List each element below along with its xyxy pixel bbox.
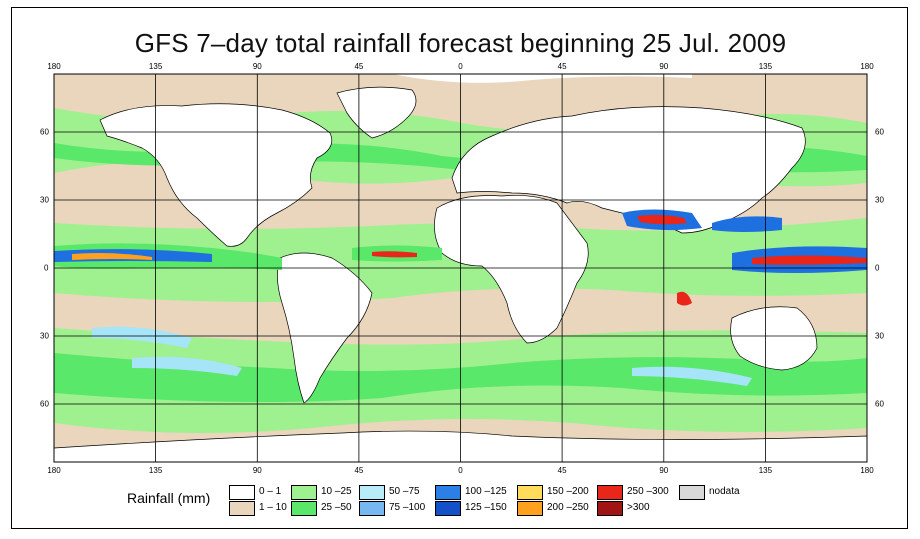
north-america-land (99, 103, 333, 247)
south-pacific-blue (132, 356, 242, 376)
south-america-land (277, 252, 373, 404)
legend-label: 25 –50 (321, 502, 352, 513)
legend-label: nodata (709, 486, 740, 497)
bottom-tick: 45 (354, 466, 364, 475)
top-tick: 90 (252, 62, 262, 71)
bay-of-bengal-heavy (677, 291, 692, 306)
right-tick: 0 (875, 263, 880, 273)
legend-label: 75 –100 (389, 502, 426, 513)
right-tick: 60 (875, 399, 884, 409)
top-tick: 180 (47, 62, 61, 71)
legend-swatch (359, 485, 385, 500)
legend-label: 125 –150 (465, 502, 507, 513)
top-tick: 180 (860, 62, 874, 71)
bottom-tick: 90 (659, 466, 669, 475)
indian-ocean-blue (632, 366, 752, 386)
legend-label: 0 – 1 (259, 486, 282, 497)
south-asia-monsoon-core (637, 214, 687, 225)
africa-land (434, 194, 589, 344)
legend-label: 150 –200 (547, 486, 589, 497)
atlantic-itcz-core (372, 251, 417, 258)
rainfall-map (53, 73, 868, 463)
right-tick: 30 (875, 195, 884, 205)
bottom-tick: 135 (758, 466, 773, 475)
legend-swatch (229, 485, 255, 500)
top-tick: 0 (458, 62, 463, 71)
top-tick: 90 (659, 62, 669, 71)
map-border (53, 73, 868, 463)
europe-asia-land (451, 106, 806, 234)
top-tick: 135 (148, 62, 163, 71)
bottom-tick: 180 (860, 466, 874, 475)
left-tick: 60 (40, 127, 49, 137)
legend-swatch (291, 501, 317, 516)
legend-label: >300 (627, 502, 650, 513)
left-tick: 30 (40, 195, 49, 205)
legend-swatch (229, 501, 255, 516)
left-tick: 0 (44, 263, 49, 273)
australia-land (730, 306, 818, 371)
legend-swatch (597, 485, 623, 500)
legend-swatch (359, 501, 385, 516)
bottom-tick: 135 (148, 466, 163, 475)
southwest-pacific-blue (92, 326, 192, 348)
top-tick: 45 (557, 62, 567, 71)
right-tick: 60 (875, 127, 884, 137)
top-tick: 135 (758, 62, 773, 71)
graticule (54, 74, 867, 462)
china-rain (712, 216, 782, 232)
bottom-tick: 45 (557, 466, 567, 475)
left-tick: 30 (40, 331, 49, 341)
greenland-land (336, 86, 417, 139)
east-pacific-itcz-core (72, 253, 152, 260)
legend-label: 250 –300 (627, 486, 669, 497)
west-pacific-core (752, 255, 867, 265)
legend-label: 200 –250 (547, 502, 589, 513)
legend-label: 100 –125 (465, 486, 507, 497)
legend-swatch (679, 485, 705, 500)
legend-label: 10 –25 (321, 486, 352, 497)
legend-swatch (597, 501, 623, 516)
left-tick: 60 (40, 399, 49, 409)
right-tick: 30 (875, 331, 884, 341)
legend-title: Rainfall (mm) (127, 490, 211, 506)
map-title: GFS 7–day total rainfall forecast beginn… (134, 28, 787, 58)
legend-label: 1 – 10 (259, 502, 287, 513)
bottom-tick: 90 (252, 466, 262, 475)
legend-swatch (435, 485, 461, 500)
legend-swatch (517, 501, 543, 516)
figure-frame: GFS 7–day total rainfall forecast beginn… (11, 7, 908, 529)
bottom-tick: 0 (458, 466, 463, 475)
legend-swatch (291, 485, 317, 500)
top-tick: 45 (354, 62, 364, 71)
legend-label: 50 –75 (389, 486, 420, 497)
arctic-ice (392, 74, 692, 83)
bottom-tick: 180 (47, 466, 61, 475)
legend-swatch (435, 501, 461, 516)
legend-swatch (517, 485, 543, 500)
